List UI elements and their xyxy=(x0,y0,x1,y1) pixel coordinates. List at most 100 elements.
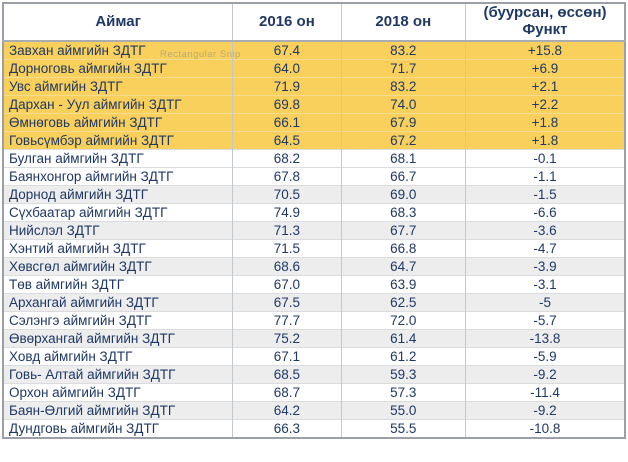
cell-2016: 67.0 xyxy=(232,275,342,294)
aimag-comparison-table: Аймаг 2016 он 2018 он (буурсан, өссөн) Ф… xyxy=(2,2,626,439)
cell-change: +2.2 xyxy=(464,95,625,114)
cell-change: -0.1 xyxy=(464,149,625,168)
cell-change: +15.8 xyxy=(464,40,625,60)
cell-2016: 69.8 xyxy=(232,95,342,114)
cell-2018: 67.2 xyxy=(340,131,466,150)
cell-aimag: Говьсүмбэр аймгийн ЗДТГ xyxy=(3,131,233,150)
cell-2016: 74.9 xyxy=(232,203,342,222)
cell-aimag: Нийслэл ЗДТГ xyxy=(3,221,233,240)
cell-aimag: Ховд аймгийн ЗДТГ xyxy=(3,347,233,366)
cell-2016: 64.2 xyxy=(232,401,342,420)
cell-2018: 68.1 xyxy=(340,149,466,168)
cell-aimag: Орхон аймгийн ЗДТГ xyxy=(3,383,233,402)
cell-2016: 70.5 xyxy=(232,185,342,204)
table-row: Баянхонгор аймгийн ЗДТГ 67.8 66.7 -1.1 xyxy=(3,167,625,186)
cell-aimag: Хэнтий аймгийн ЗДТГ xyxy=(3,239,233,258)
cell-2018: 57.3 xyxy=(340,383,466,402)
table-body: Завхан аймгийн ЗДТГ 67.4 83.2 +15.8 Дорногов… xyxy=(3,40,625,438)
cell-2018: 74.0 xyxy=(340,95,466,114)
cell-2016: 64.0 xyxy=(232,59,342,78)
cell-2018: 67.9 xyxy=(340,113,466,132)
cell-change: -11.4 xyxy=(464,383,625,402)
cell-2018: 55.5 xyxy=(340,419,466,438)
cell-2018: 69.0 xyxy=(340,185,466,204)
cell-aimag: Хөвсгөл аймгийн ЗДТГ xyxy=(3,257,233,276)
cell-aimag: Дорнод аймгийн ЗДТГ xyxy=(3,185,233,204)
cell-2016: 71.3 xyxy=(232,221,342,240)
cell-aimag: Өмнөговь аймгийн ЗДТГ xyxy=(3,113,233,132)
cell-2016: 77.7 xyxy=(232,311,342,330)
table-header: Аймаг 2016 он 2018 он (буурсан, өссөн) Ф… xyxy=(3,3,625,42)
cell-2016: 66.1 xyxy=(232,113,342,132)
table-row: Баян-Өлгий аймгийн ЗДТГ 64.2 55.0 -9.2 xyxy=(3,401,625,420)
table-row: Хөвсгөл аймгийн ЗДТГ 68.6 64.7 -3.9 xyxy=(3,257,625,276)
table-row: Хэнтий аймгийн ЗДТГ 71.5 66.8 -4.7 xyxy=(3,239,625,258)
cell-2016: 64.5 xyxy=(232,131,342,150)
table-row: Увс аймгийн ЗДТГ 71.9 83.2 +2.1 xyxy=(3,77,625,96)
cell-aimag: Баянхонгор аймгийн ЗДТГ xyxy=(3,167,233,186)
cell-2018: 68.3 xyxy=(340,203,466,222)
cell-2018: 62.5 xyxy=(340,293,466,312)
cell-change: -9.2 xyxy=(464,401,625,420)
cell-aimag: Увс аймгийн ЗДТГ xyxy=(3,77,233,96)
cell-2016: 68.2 xyxy=(232,149,342,168)
cell-aimag: Архангай аймгийн ЗДТГ xyxy=(3,293,233,312)
cell-change: -13.8 xyxy=(464,329,625,348)
cell-2018: 64.7 xyxy=(340,257,466,276)
cell-2018: 66.7 xyxy=(340,167,466,186)
cell-2018: 59.3 xyxy=(340,365,466,384)
cell-2016: 67.1 xyxy=(232,347,342,366)
table-row: Завхан аймгийн ЗДТГ 67.4 83.2 +15.8 xyxy=(3,40,625,60)
table-row: Дундговь аймгийн ЗДТГ 66.3 55.5 -10.8 xyxy=(3,419,625,438)
cell-2018: 63.9 xyxy=(340,275,466,294)
table-row: Орхон аймгийн ЗДТГ 68.7 57.3 -11.4 xyxy=(3,383,625,402)
cell-2018: 61.2 xyxy=(340,347,466,366)
cell-2018: 66.8 xyxy=(340,239,466,258)
cell-change: -9.2 xyxy=(464,365,625,384)
table-row: Архангай аймгийн ЗДТГ 67.5 62.5 -5 xyxy=(3,293,625,312)
cell-aimag: Завхан аймгийн ЗДТГ xyxy=(3,40,233,60)
col-header-2018: 2018 он xyxy=(340,3,466,42)
cell-change: +1.8 xyxy=(464,131,625,150)
col-header-change-line1: (буурсан, өссөн) xyxy=(483,4,607,22)
table-row: Өмнөговь аймгийн ЗДТГ 66.1 67.9 +1.8 xyxy=(3,113,625,132)
cell-2018: 83.2 xyxy=(340,40,466,60)
cell-2018: 71.7 xyxy=(340,59,466,78)
table-row: Дорноговь аймгийн ЗДТГ 64.0 71.7 +6.9 xyxy=(3,59,625,78)
cell-change: +2.1 xyxy=(464,77,625,96)
col-header-change-line2: Функт xyxy=(522,21,568,38)
col-header-aimag: Аймаг xyxy=(3,3,233,42)
table-row: Нийслэл ЗДТГ 71.3 67.7 -3.6 xyxy=(3,221,625,240)
cell-change: -5.9 xyxy=(464,347,625,366)
cell-2016: 67.5 xyxy=(232,293,342,312)
cell-aimag: Баян-Өлгий аймгийн ЗДТГ xyxy=(3,401,233,420)
cell-2016: 67.8 xyxy=(232,167,342,186)
cell-aimag: Сэлэнгэ аймгийн ЗДТГ xyxy=(3,311,233,330)
cell-aimag: Дундговь аймгийн ЗДТГ xyxy=(3,419,233,438)
table-row: Сүхбаатар аймгийн ЗДТГ 74.9 68.3 -6.6 xyxy=(3,203,625,222)
table-row: Сэлэнгэ аймгийн ЗДТГ 77.7 72.0 -5.7 xyxy=(3,311,625,330)
table-row: Говьсүмбэр аймгийн ЗДТГ 64.5 67.2 +1.8 xyxy=(3,131,625,150)
cell-aimag: Сүхбаатар аймгийн ЗДТГ xyxy=(3,203,233,222)
cell-2016: 68.7 xyxy=(232,383,342,402)
cell-change: -3.6 xyxy=(464,221,625,240)
table-row: Булган аймгийн ЗДТГ 68.2 68.1 -0.1 xyxy=(3,149,625,168)
cell-change: -3.9 xyxy=(464,257,625,276)
cell-aimag: Төв аймгийн ЗДТГ xyxy=(3,275,233,294)
cell-aimag: Дархан - Уул аймгийн ЗДТГ xyxy=(3,95,233,114)
cell-aimag: Өвөрхангай аймгийн ЗДТГ xyxy=(3,329,233,348)
col-header-change: (буурсан, өссөн) Функт xyxy=(464,3,625,42)
cell-2016: 75.2 xyxy=(232,329,342,348)
cell-2016: 66.3 xyxy=(232,419,342,438)
table-row: Ховд аймгийн ЗДТГ 67.1 61.2 -5.9 xyxy=(3,347,625,366)
table-row: Өвөрхангай аймгийн ЗДТГ 75.2 61.4 -13.8 xyxy=(3,329,625,348)
cell-2016: 68.5 xyxy=(232,365,342,384)
cell-aimag: Дорноговь аймгийн ЗДТГ xyxy=(3,59,233,78)
cell-2018: 55.0 xyxy=(340,401,466,420)
cell-change: +6.9 xyxy=(464,59,625,78)
cell-change: -4.7 xyxy=(464,239,625,258)
cell-aimag: Булган аймгийн ЗДТГ xyxy=(3,149,233,168)
cell-2016: 68.6 xyxy=(232,257,342,276)
cell-aimag: Говь- Алтай аймгийн ЗДТГ xyxy=(3,365,233,384)
